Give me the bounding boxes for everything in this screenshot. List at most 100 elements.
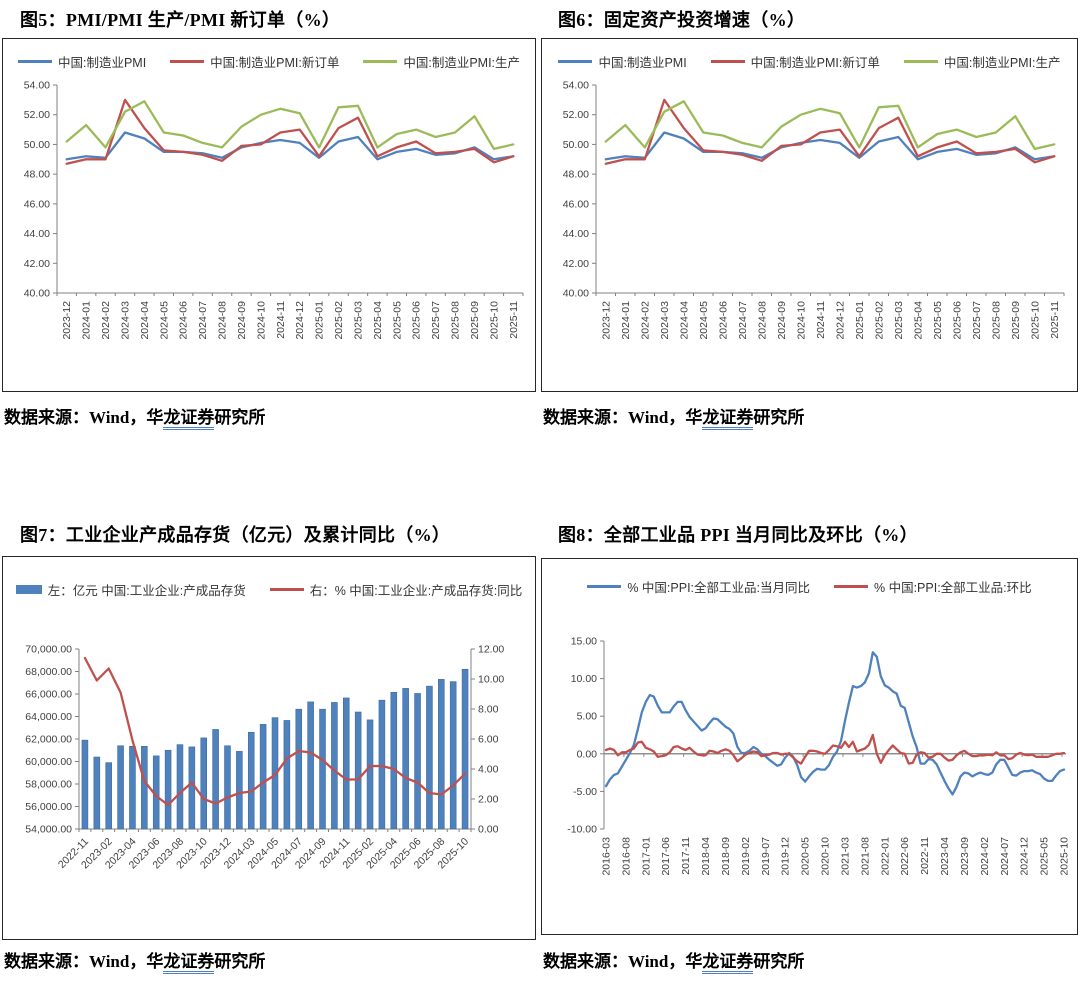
legend-label: 左：亿元 中国:工业企业:产成品存货 xyxy=(47,583,246,598)
svg-text:2025-10: 2025-10 xyxy=(1029,301,1041,340)
svg-text:2023-09: 2023-09 xyxy=(959,837,971,876)
source-text: 研究所 xyxy=(753,952,805,971)
figure5-source: 数据来源：Wind，华龙证券研究所 xyxy=(4,403,266,430)
svg-text:2024-08: 2024-08 xyxy=(756,301,768,340)
svg-text:2025-11: 2025-11 xyxy=(508,301,520,339)
figure5-legend: 中国:制造业PMI 中国:制造业PMI:新订单 中国:制造业PMI:生产 xyxy=(3,51,535,71)
legend-item: % 中国:PPI:全部工业品:当月同比 xyxy=(587,577,810,596)
legend-item: 中国:制造业PMI xyxy=(558,52,687,71)
svg-text:2016-08: 2016-08 xyxy=(620,837,632,876)
svg-text:2025-07: 2025-07 xyxy=(971,301,983,340)
legend-item: 左：亿元 中国:工业企业:产成品存货 xyxy=(15,580,246,599)
legend-label: 右：% 中国:工业企业:产成品存货:同比 xyxy=(309,583,523,598)
line-swatch-icon xyxy=(587,584,622,588)
svg-text:2025-03: 2025-03 xyxy=(352,301,364,340)
line-swatch-icon xyxy=(903,59,938,63)
svg-text:5.00: 5.00 xyxy=(577,711,598,723)
svg-text:54.00: 54.00 xyxy=(563,80,589,92)
svg-text:50.00: 50.00 xyxy=(24,139,50,151)
svg-text:2022-06: 2022-06 xyxy=(899,837,911,876)
svg-text:2024-12: 2024-12 xyxy=(834,301,846,340)
svg-text:2024-02: 2024-02 xyxy=(100,301,112,340)
svg-text:8.00: 8.00 xyxy=(478,704,499,716)
line-swatch-icon xyxy=(363,59,398,63)
figure6-source: 数据来源：Wind，华龙证券研究所 xyxy=(543,403,804,430)
line-swatch-icon xyxy=(710,59,745,63)
source-text: 研究所 xyxy=(214,408,266,427)
svg-text:10.00: 10.00 xyxy=(571,673,597,685)
figure7-legend: 左：亿元 中国:工业企业:产成品存货 右：% 中国:工业企业:产成品存货:同比 xyxy=(3,579,535,599)
svg-text:2016-03: 2016-03 xyxy=(600,837,612,876)
svg-text:44.00: 44.00 xyxy=(563,228,589,240)
svg-text:2017-11: 2017-11 xyxy=(680,837,692,875)
svg-text:2024-09: 2024-09 xyxy=(776,301,788,340)
svg-text:2024-03: 2024-03 xyxy=(659,301,671,340)
line-swatch-icon xyxy=(269,587,304,591)
bar-swatch-icon xyxy=(15,584,42,594)
svg-text:2024-12: 2024-12 xyxy=(294,301,306,340)
legend-label: 中国:制造业PMI:生产 xyxy=(943,55,1061,70)
legend-label: 中国:制造业PMI:生产 xyxy=(403,55,521,70)
svg-text:2017-06: 2017-06 xyxy=(660,837,672,876)
svg-text:2025-02: 2025-02 xyxy=(333,301,345,340)
svg-text:2025-05: 2025-05 xyxy=(932,301,944,340)
svg-text:2024-10: 2024-10 xyxy=(795,301,807,340)
svg-text:2024-06: 2024-06 xyxy=(178,301,190,340)
svg-text:48.00: 48.00 xyxy=(24,169,50,181)
legend-label: % 中国:PPI:全部工业品:当月同比 xyxy=(627,580,810,595)
svg-text:64,000.00: 64,000.00 xyxy=(25,711,72,723)
svg-text:2024-06: 2024-06 xyxy=(717,301,729,340)
svg-text:2025-06: 2025-06 xyxy=(951,301,963,340)
figure8-source: 数据来源：Wind，华龙证券研究所 xyxy=(543,947,805,974)
legend-item: 中国:制造业PMI xyxy=(17,52,147,71)
svg-text:2024-12: 2024-12 xyxy=(1019,837,1031,876)
figure5-chart: 54.00 52.00 50.00 48.00 46.00 44.00 42.00 40.00… xyxy=(24,80,524,340)
svg-text:2025-03: 2025-03 xyxy=(893,301,905,340)
svg-text:2025-11: 2025-11 xyxy=(1049,301,1061,339)
figure8-legend: % 中国:PPI:全部工业品:当月同比 % 中国:PPI:全部工业品:环比 xyxy=(542,576,1077,596)
svg-text:2024-11: 2024-11 xyxy=(275,301,287,339)
svg-text:40.00: 40.00 xyxy=(563,288,589,300)
svg-text:56,000.00: 56,000.00 xyxy=(25,801,72,813)
svg-text:2025-08: 2025-08 xyxy=(990,301,1002,340)
svg-text:2019-02: 2019-02 xyxy=(740,837,752,876)
svg-text:10.00: 10.00 xyxy=(478,674,504,686)
figure6-chart-box: 中国:制造业PMI 中国:制造业PMI:新订单 中国:制造业PMI:生产 54.00… xyxy=(541,38,1078,392)
svg-text:2024-04: 2024-04 xyxy=(678,301,690,340)
svg-text:2021-03: 2021-03 xyxy=(839,837,851,876)
source-text: 研究所 xyxy=(214,952,266,971)
svg-text:46.00: 46.00 xyxy=(24,198,50,210)
legend-item: 中国:制造业PMI:新订单 xyxy=(710,52,880,71)
svg-text:2023-12: 2023-12 xyxy=(61,301,73,340)
legend-label: 中国:制造业PMI xyxy=(57,55,147,70)
svg-text:2025-09: 2025-09 xyxy=(469,301,481,340)
svg-text:40.00: 40.00 xyxy=(24,288,50,300)
legend-item: % 中国:PPI:全部工业品:环比 xyxy=(834,577,1032,596)
svg-text:44.00: 44.00 xyxy=(24,228,50,240)
svg-text:2024-10: 2024-10 xyxy=(255,301,267,340)
svg-text:2024-02: 2024-02 xyxy=(979,837,991,876)
svg-text:48.00: 48.00 xyxy=(563,169,589,181)
svg-text:0.00: 0.00 xyxy=(478,824,499,836)
svg-text:2023-12: 2023-12 xyxy=(600,301,612,340)
svg-text:2024-07: 2024-07 xyxy=(737,301,749,340)
svg-text:2025-09: 2025-09 xyxy=(1010,301,1022,340)
figure6-title: 图6：固定资产投资增速（%） xyxy=(558,10,806,30)
svg-text:58,000.00: 58,000.00 xyxy=(25,779,72,791)
svg-text:42.00: 42.00 xyxy=(24,258,50,270)
legend-item: 中国:制造业PMI:新订单 xyxy=(170,52,339,71)
line-swatch-icon xyxy=(834,584,868,588)
svg-text:2024-05: 2024-05 xyxy=(698,301,710,340)
figure8-title: 图8：全部工业品 PPI 当月同比及环比（%） xyxy=(558,525,918,545)
source-underlined-text: 龙证券 xyxy=(702,408,754,430)
svg-text:68,000.00: 68,000.00 xyxy=(25,666,72,678)
svg-text:2025-04: 2025-04 xyxy=(372,301,384,340)
svg-text:2024-03: 2024-03 xyxy=(119,301,131,340)
svg-text:62,000.00: 62,000.00 xyxy=(25,734,72,746)
svg-text:6.00: 6.00 xyxy=(478,734,499,746)
svg-text:2022-01: 2022-01 xyxy=(879,837,891,876)
svg-text:66,000.00: 66,000.00 xyxy=(25,689,72,701)
svg-text:2025-08: 2025-08 xyxy=(450,301,462,340)
legend-label: 中国:制造业PMI:新订单 xyxy=(210,55,340,70)
